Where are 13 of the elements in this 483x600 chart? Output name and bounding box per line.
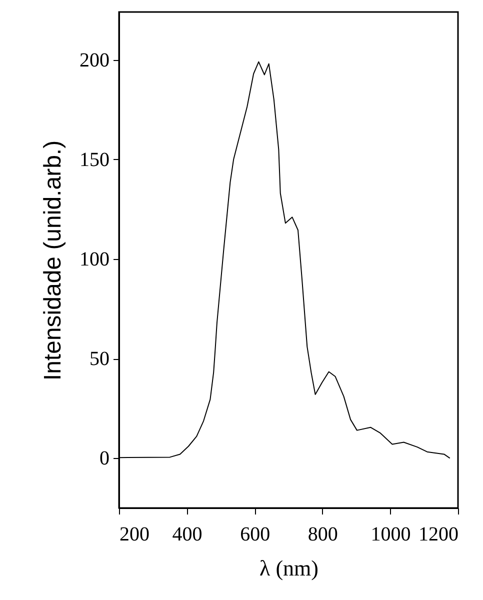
y-tick-label: 150	[80, 148, 110, 171]
x-tick-label: 800	[308, 524, 338, 546]
x-tick-label: 1200	[418, 524, 458, 546]
x-axis-title: λ (nm)	[260, 556, 318, 580]
y-tick-label: 100	[80, 248, 110, 271]
x-tick-label: 400	[172, 524, 202, 546]
y-tick-label: 0	[100, 448, 110, 470]
y-axis-title: Intensidade (unid.arb.)	[40, 140, 66, 381]
y-tick-label: 50	[90, 348, 110, 370]
x-tick-label: 1000	[370, 524, 411, 546]
x-tick-label: 200	[120, 524, 150, 546]
x-tick-label: 600	[240, 524, 270, 546]
y-tick-label: 200	[80, 49, 110, 72]
